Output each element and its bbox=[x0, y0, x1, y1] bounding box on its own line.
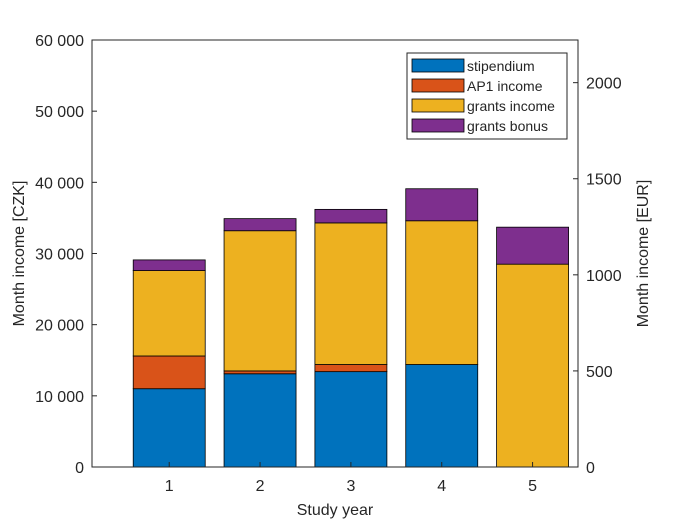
bar-segment-grants-bonus-4 bbox=[405, 188, 479, 222]
y-right-tick-label: 0 bbox=[586, 460, 595, 477]
y-left-tick-label: 60 000 bbox=[35, 33, 84, 50]
bar-segment-ap1-income-3 bbox=[314, 364, 388, 373]
legend-label: AP1 income bbox=[467, 78, 543, 94]
legend-swatch bbox=[411, 98, 465, 113]
bar-segment-grants-bonus-1 bbox=[132, 259, 206, 271]
bar-segment-grants-bonus-2 bbox=[223, 218, 297, 232]
y-right-tick-label: 2000 bbox=[586, 76, 622, 93]
x-tick-label: 4 bbox=[437, 478, 446, 495]
bar-segment-grants-income-2 bbox=[223, 230, 297, 372]
bar-segment-stipendium-2 bbox=[223, 373, 297, 468]
y-axis-right-label: Month income [EUR] bbox=[635, 180, 652, 328]
y-left-tick-label: 30 000 bbox=[35, 247, 84, 264]
y-right-tick-label: 500 bbox=[586, 364, 613, 381]
bar-segment-stipendium-3 bbox=[314, 371, 388, 468]
y-right-tick-label: 1500 bbox=[586, 172, 622, 189]
y-axis-right: 0 500 1000 1500 2000 bbox=[573, 76, 622, 477]
y-axis-left: 0 10 000 20 000 30 000 40 000 50 000 60 000 bbox=[35, 33, 97, 477]
bar-segment-ap1-income-2 bbox=[223, 370, 297, 375]
bars-group bbox=[132, 188, 569, 468]
bar-segment-stipendium-4 bbox=[405, 364, 479, 468]
x-axis: 1 2 3 4 5 bbox=[165, 462, 537, 495]
legend-label: grants bonus bbox=[467, 118, 548, 134]
legend: stipendium AP1 income grants income grants … bbox=[406, 52, 568, 140]
x-tick-label: 5 bbox=[528, 478, 537, 495]
legend-swatch bbox=[411, 58, 465, 73]
y-right-tick-label: 1000 bbox=[586, 268, 622, 285]
y-left-tick-label: 10 000 bbox=[35, 389, 84, 406]
bar-segment-grants-bonus-3 bbox=[314, 208, 388, 224]
bar-segment-stipendium-1 bbox=[132, 388, 206, 468]
y-left-tick-label: 0 bbox=[75, 460, 84, 477]
legend-swatch bbox=[411, 78, 465, 93]
x-tick-label: 2 bbox=[256, 478, 265, 495]
x-axis-label: Study year bbox=[297, 502, 374, 519]
bar-segment-grants-income-5 bbox=[496, 263, 569, 468]
legend-label: stipendium bbox=[467, 58, 535, 74]
x-tick-label: 1 bbox=[165, 478, 174, 495]
bar-segment-grants-income-4 bbox=[405, 220, 479, 365]
y-left-tick-label: 20 000 bbox=[35, 318, 84, 335]
legend-label: grants income bbox=[467, 98, 555, 114]
bar-segment-grants-bonus-5 bbox=[496, 226, 569, 265]
y-left-tick-label: 50 000 bbox=[35, 104, 84, 121]
bar-segment-ap1-income-1 bbox=[132, 355, 206, 390]
x-tick-label: 3 bbox=[346, 478, 355, 495]
bar-segment-grants-income-3 bbox=[314, 222, 388, 365]
bar-segment-grants-income-1 bbox=[132, 270, 206, 357]
legend-swatch bbox=[411, 118, 465, 133]
y-axis-left-label: Month income [CZK] bbox=[11, 181, 28, 327]
y-left-tick-label: 40 000 bbox=[35, 175, 84, 192]
